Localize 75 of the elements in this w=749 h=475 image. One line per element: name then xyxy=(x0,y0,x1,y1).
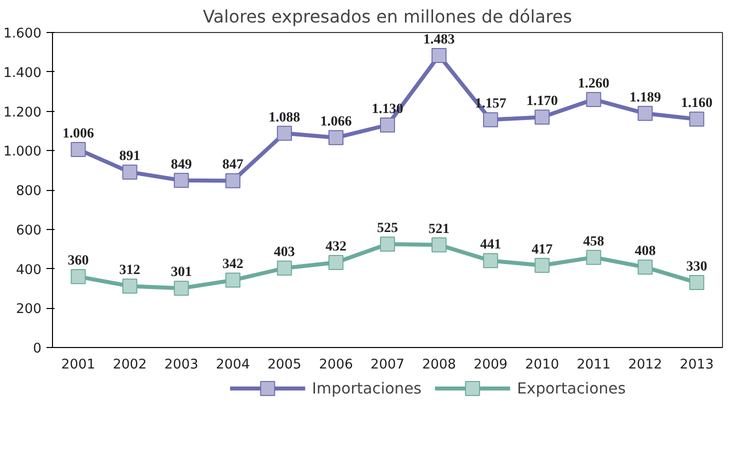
x-tick-label: 2012 xyxy=(628,358,662,372)
data-label: 330 xyxy=(686,260,708,275)
data-label: 1.260 xyxy=(578,76,610,92)
point xyxy=(586,250,602,265)
point xyxy=(225,173,240,188)
point xyxy=(638,260,653,275)
data-label: 403 xyxy=(274,245,295,260)
x-tick-label: 2005 xyxy=(267,358,302,372)
point xyxy=(432,237,447,252)
y-tick-label: 400 xyxy=(16,262,42,278)
point xyxy=(534,258,550,273)
data-label: 1.189 xyxy=(629,90,661,106)
y-tick-label: 1.000 xyxy=(3,144,42,160)
point xyxy=(174,172,189,188)
data-label: 849 xyxy=(170,157,192,172)
x-tick-label: 2006 xyxy=(319,358,353,372)
point xyxy=(586,92,602,107)
x-tick-label: 2009 xyxy=(474,358,508,372)
legend-label: Importaciones xyxy=(312,380,422,398)
point xyxy=(276,126,292,141)
point xyxy=(689,275,704,290)
point xyxy=(70,142,86,157)
data-label: 847 xyxy=(222,158,244,173)
point xyxy=(534,110,550,125)
point xyxy=(122,278,138,294)
data-label: 417 xyxy=(532,242,553,258)
data-label: 521 xyxy=(428,222,450,237)
point xyxy=(483,253,498,268)
x-tick-label: 2001 xyxy=(61,358,96,372)
x-tick-label: 2007 xyxy=(370,358,404,372)
data-label: 342 xyxy=(222,257,244,272)
data-label: 441 xyxy=(480,238,502,253)
x-tick-label: 2004 xyxy=(216,358,250,372)
data-label: 1.170 xyxy=(526,94,558,110)
data-label: 432 xyxy=(325,239,346,254)
y-tick-label: 0 xyxy=(33,342,42,356)
point xyxy=(432,48,447,64)
data-label: 1.006 xyxy=(62,126,94,142)
data-label: 525 xyxy=(377,221,398,236)
x-tick-label: 2003 xyxy=(164,358,198,372)
y-tick-label: 200 xyxy=(16,302,42,318)
x-tick-label: 2008 xyxy=(422,358,456,372)
x-tick-label: 2002 xyxy=(112,358,147,372)
data-label: 1.088 xyxy=(268,110,300,126)
point xyxy=(70,269,86,284)
point xyxy=(483,112,498,128)
data-label: 1.066 xyxy=(320,114,352,130)
point xyxy=(225,272,240,288)
point xyxy=(328,130,344,146)
x-tick-label: 2013 xyxy=(680,358,714,372)
y-tick-label: 1.600 xyxy=(3,26,42,42)
point xyxy=(276,260,292,276)
x-tick-label: 2010 xyxy=(525,358,560,372)
legend-label: Exportaciones xyxy=(516,380,626,398)
y-tick-label: 800 xyxy=(16,184,42,199)
data-label: 301 xyxy=(170,265,192,280)
data-label: 891 xyxy=(119,149,140,164)
y-tick-label: 600 xyxy=(16,223,42,238)
y-tick-label: 1.400 xyxy=(3,66,42,81)
point xyxy=(689,112,704,127)
point xyxy=(380,236,395,252)
point xyxy=(122,164,138,180)
data-label: 312 xyxy=(119,263,140,278)
point xyxy=(638,106,653,121)
data-label: 1.160 xyxy=(680,96,712,112)
data-label: 360 xyxy=(68,254,89,269)
data-label: 458 xyxy=(583,234,604,250)
x-tick-label: 2011 xyxy=(576,358,611,372)
data-label: 1.483 xyxy=(423,32,455,48)
point xyxy=(174,280,189,296)
point xyxy=(328,254,344,270)
data-label: 408 xyxy=(634,244,656,260)
point xyxy=(380,118,395,133)
chart-title: Valores expresados en millones de dólares xyxy=(202,8,572,28)
y-tick-label: 1.200 xyxy=(3,105,42,120)
